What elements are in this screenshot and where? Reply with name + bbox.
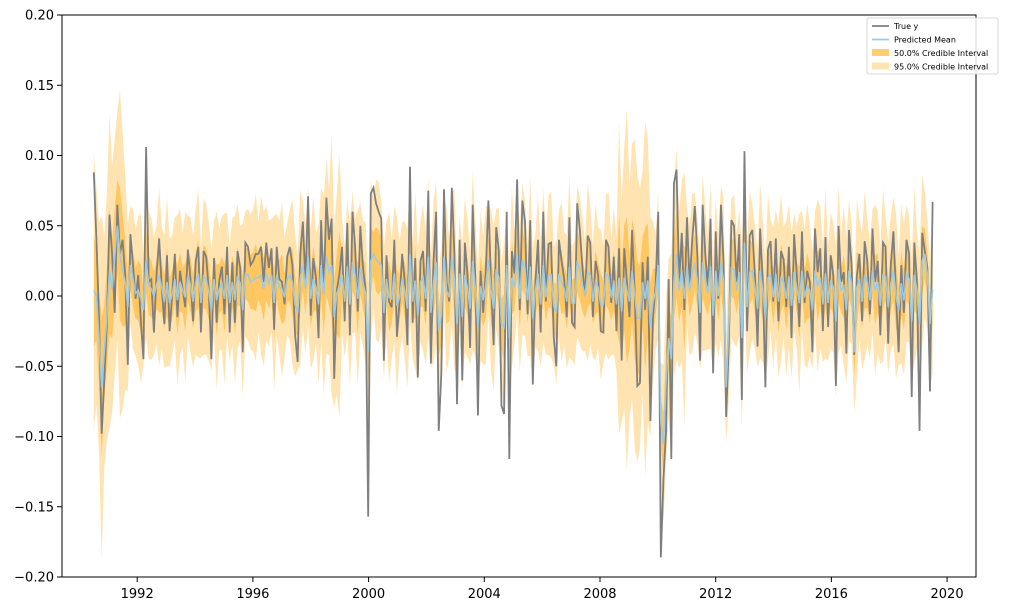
legend-label: 95.0% Credible Interval <box>894 63 988 72</box>
legend-label: True y <box>893 22 919 31</box>
y-tick-label: −0.05 <box>14 360 54 375</box>
x-tick-label: 2016 <box>815 587 848 602</box>
legend-box <box>866 17 999 75</box>
legend: True y Predicted Mean 50.0% Credible Inter… <box>866 17 999 75</box>
y-tick-label: 0.15 <box>25 79 54 94</box>
x-tick-label: 2020 <box>931 587 964 602</box>
x-axis-ticks: 1992 1996 2000 2004 2008 2012 2016 2020 <box>121 577 964 602</box>
predicted-mean-line <box>93 225 934 444</box>
y-tick-label: 0.10 <box>25 149 54 164</box>
x-tick-label: 2000 <box>352 587 385 602</box>
credible-interval-95-area <box>93 89 933 559</box>
legend-patch-swatch <box>872 62 889 70</box>
y-axis-ticks: −0.20 −0.15 −0.10 −0.05 0.00 0.05 0.10 0.15 0.20 <box>14 9 62 586</box>
x-tick-label: 2004 <box>468 587 501 602</box>
plot-area <box>92 89 934 559</box>
x-tick-label: 2012 <box>699 587 732 602</box>
legend-patch-swatch <box>872 49 889 56</box>
x-tick-label: 2008 <box>583 587 616 602</box>
y-tick-label: 0.20 <box>25 9 54 24</box>
y-tick-label: 0.05 <box>25 219 54 234</box>
y-tick-label: 0.00 <box>25 290 54 305</box>
predicted-mean-series-line <box>93 225 934 444</box>
y-tick-label: −0.15 <box>14 500 54 515</box>
y-tick-label: −0.20 <box>14 571 54 586</box>
legend-label: 50.0% Credible Interval <box>894 49 988 58</box>
x-tick-label: 1996 <box>236 587 269 602</box>
x-tick-label: 1992 <box>121 587 154 602</box>
y-tick-label: −0.10 <box>14 430 54 445</box>
credible-interval-95-band <box>93 89 933 559</box>
legend-label: Predicted Mean <box>894 36 956 45</box>
